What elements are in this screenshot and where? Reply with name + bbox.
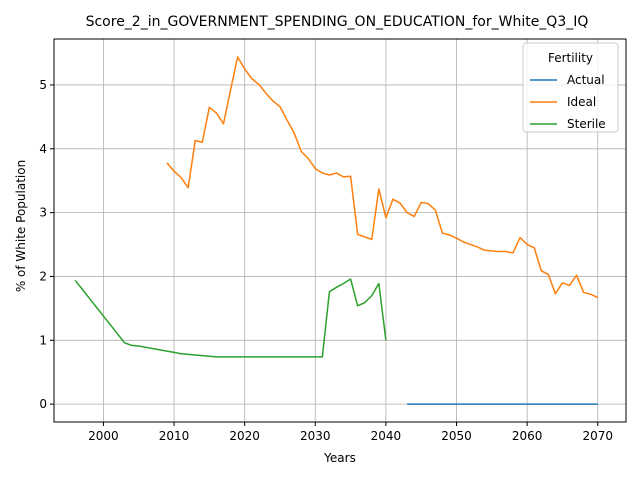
x-tick-label: 2070	[582, 429, 613, 443]
chart-title: Score_2_in_GOVERNMENT_SPENDING_ON_EDUCAT…	[86, 14, 589, 30]
legend-label-sterile: Sterile	[567, 117, 606, 131]
x-tick-label: 2030	[300, 429, 331, 443]
legend-items: Actual Ideal Sterile	[530, 73, 606, 131]
x-tick-label: 2000	[88, 429, 119, 443]
x-axis-label: Years	[323, 451, 356, 465]
x-tick-label: 2050	[441, 429, 472, 443]
legend: Fertility Actual Ideal Sterile	[522, 42, 619, 133]
y-tick-label: 0	[39, 397, 47, 411]
x-axis-ticks: 2000 2010 2020 2030 2040 2050 2060 2070	[88, 422, 613, 443]
y-axis-ticks: 0 1 2 3 4 5	[39, 78, 54, 411]
y-tick-label: 1	[39, 333, 47, 347]
y-tick-label: 5	[39, 78, 47, 92]
x-tick-label: 2060	[512, 429, 543, 443]
y-tick-label: 2	[39, 269, 47, 283]
x-tick-label: 2010	[159, 429, 190, 443]
plot-frame	[53, 38, 627, 423]
series-line-ideal	[166, 56, 599, 299]
x-tick-label: 2040	[371, 429, 402, 443]
series-layer	[74, 56, 599, 405]
legend-label-ideal: Ideal	[567, 95, 596, 109]
y-axis-label: % of White Population	[14, 160, 28, 292]
y-tick-label: 3	[39, 206, 47, 220]
legend-label-actual: Actual	[567, 73, 605, 87]
y-tick-label: 4	[39, 142, 47, 156]
series-line-sterile	[74, 278, 387, 358]
x-tick-label: 2020	[229, 429, 260, 443]
legend-box	[522, 42, 619, 133]
legend-title: Fertility	[548, 51, 593, 65]
